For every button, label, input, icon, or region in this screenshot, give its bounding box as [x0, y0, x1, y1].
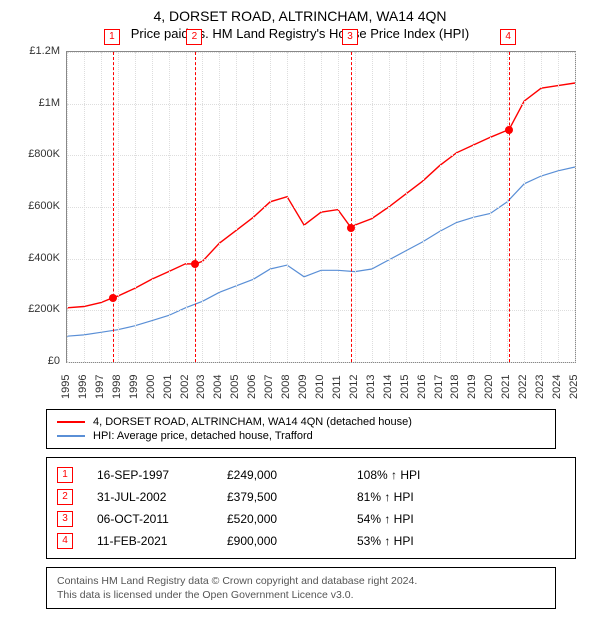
row-date: 16-SEP-1997 — [97, 468, 227, 482]
gridline-v — [67, 52, 68, 362]
attribution-line1: Contains HM Land Registry data © Crown c… — [57, 574, 545, 588]
gridline-v — [507, 52, 508, 362]
gridline-v — [321, 52, 322, 362]
legend: 4, DORSET ROAD, ALTRINCHAM, WA14 4QN (de… — [46, 409, 556, 449]
y-axis-label: £800K — [18, 148, 60, 160]
gridline-v — [152, 52, 153, 362]
gridline-v — [575, 52, 576, 362]
gridline-v — [423, 52, 424, 362]
row-hpi: 54% ↑ HPI — [357, 512, 565, 526]
gridline-v — [135, 52, 136, 362]
row-hpi: 81% ↑ HPI — [357, 490, 565, 504]
y-axis-label: £400K — [18, 252, 60, 264]
y-axis-label: £1.2M — [18, 45, 60, 57]
row-marker: 2 — [57, 489, 73, 505]
marker-line — [351, 52, 352, 362]
table-row: 1 16-SEP-1997£249,000108% ↑ HPI — [57, 464, 565, 486]
marker-box: 3 — [342, 29, 358, 45]
plot — [66, 51, 576, 363]
gridline-v — [84, 52, 85, 362]
gridline-v — [372, 52, 373, 362]
table-row: 4 11-FEB-2021£900,00053% ↑ HPI — [57, 530, 565, 552]
row-marker: 4 — [57, 533, 73, 549]
gridline-v — [541, 52, 542, 362]
gridline-v — [456, 52, 457, 362]
gridline-v — [236, 52, 237, 362]
row-date: 31-JUL-2002 — [97, 490, 227, 504]
y-axis-label: £0 — [18, 355, 60, 367]
row-date: 11-FEB-2021 — [97, 534, 227, 548]
row-price: £900,000 — [227, 534, 357, 548]
gridline-v — [304, 52, 305, 362]
row-date: 06-OCT-2011 — [97, 512, 227, 526]
marker-box: 4 — [500, 29, 516, 45]
gridline-h — [67, 362, 575, 363]
y-axis-label: £1M — [18, 97, 60, 109]
y-axis-label: £200K — [18, 303, 60, 315]
marker-dot — [191, 260, 199, 268]
legend-swatch — [57, 435, 85, 437]
gridline-v — [389, 52, 390, 362]
table-row: 3 06-OCT-2011£520,00054% ↑ HPI — [57, 508, 565, 530]
marker-dot — [109, 294, 117, 302]
gridline-v — [338, 52, 339, 362]
gridline-v — [169, 52, 170, 362]
gridline-v — [202, 52, 203, 362]
marker-box: 1 — [104, 29, 120, 45]
row-price: £520,000 — [227, 512, 357, 526]
gridline-v — [253, 52, 254, 362]
gridline-v — [219, 52, 220, 362]
y-axis-label: £600K — [18, 200, 60, 212]
gridline-v — [490, 52, 491, 362]
row-marker: 1 — [57, 467, 73, 483]
gridline-v — [270, 52, 271, 362]
marker-line — [195, 52, 196, 362]
marker-dot — [347, 224, 355, 232]
table-row: 2 31-JUL-2002£379,50081% ↑ HPI — [57, 486, 565, 508]
row-hpi: 53% ↑ HPI — [357, 534, 565, 548]
marker-dot — [505, 126, 513, 134]
attribution-line2: This data is licensed under the Open Gov… — [57, 588, 545, 602]
gridline-v — [473, 52, 474, 362]
marker-line — [509, 52, 510, 362]
gridline-v — [355, 52, 356, 362]
gridline-v — [524, 52, 525, 362]
legend-item: HPI: Average price, detached house, Traf… — [57, 430, 545, 442]
gridline-v — [101, 52, 102, 362]
gridline-v — [118, 52, 119, 362]
row-price: £379,500 — [227, 490, 357, 504]
legend-item: 4, DORSET ROAD, ALTRINCHAM, WA14 4QN (de… — [57, 416, 545, 428]
legend-swatch — [57, 421, 85, 423]
gridline-v — [440, 52, 441, 362]
gridline-v — [186, 52, 187, 362]
legend-label: 4, DORSET ROAD, ALTRINCHAM, WA14 4QN (de… — [93, 416, 412, 428]
marker-box: 2 — [186, 29, 202, 45]
marker-line — [113, 52, 114, 362]
gridline-v — [287, 52, 288, 362]
attribution: Contains HM Land Registry data © Crown c… — [46, 567, 556, 609]
chart-area: £0£200K£400K£600K£800K£1M£1.2M1995199619… — [20, 47, 580, 397]
row-hpi: 108% ↑ HPI — [357, 468, 565, 482]
gridline-v — [406, 52, 407, 362]
chart-title-address: 4, DORSET ROAD, ALTRINCHAM, WA14 4QN — [0, 8, 600, 24]
legend-label: HPI: Average price, detached house, Traf… — [93, 430, 313, 442]
transactions-table: 1 16-SEP-1997£249,000108% ↑ HPI 2 31-JUL-20… — [46, 457, 576, 559]
gridline-v — [558, 52, 559, 362]
row-price: £249,000 — [227, 468, 357, 482]
row-marker: 3 — [57, 511, 73, 527]
